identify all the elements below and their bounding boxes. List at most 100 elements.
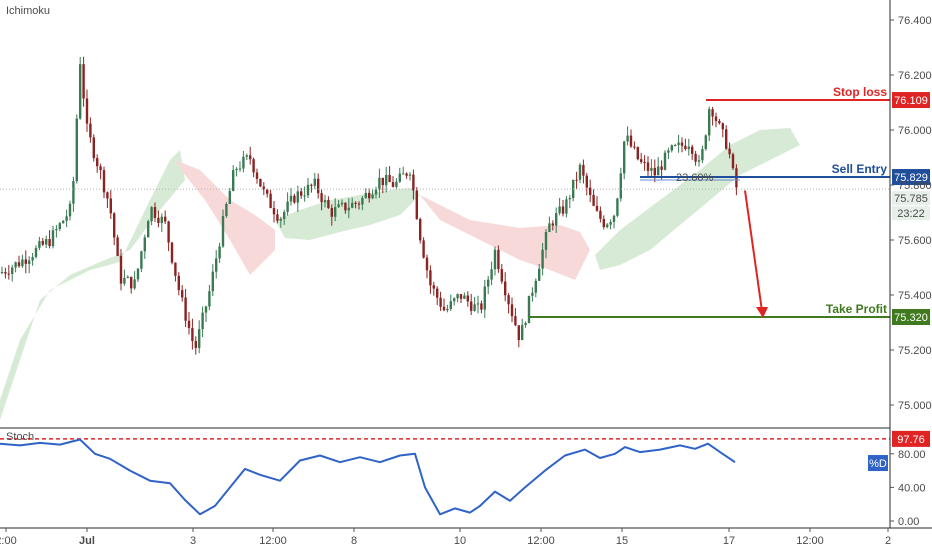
- candle-body: [7, 273, 10, 275]
- candle-body: [340, 202, 344, 205]
- candle-body: [293, 195, 296, 203]
- candle-body: [449, 301, 452, 309]
- candle-body: [31, 257, 34, 261]
- candle-body: [718, 120, 721, 124]
- candle-body: [21, 259, 24, 267]
- stoch-tick-label: 0.00: [898, 516, 919, 528]
- candle-body: [575, 179, 578, 181]
- indicator-title: Ichimoku: [6, 5, 50, 17]
- price-tick-label: 75.400: [898, 290, 932, 302]
- candle-body: [198, 329, 201, 348]
- price-tick-label: 75.800: [898, 180, 932, 192]
- candle-body: [242, 156, 245, 169]
- candle-body: [725, 129, 728, 149]
- candle-body: [708, 109, 711, 136]
- candle-body: [136, 268, 140, 280]
- take-profit-tag: [892, 309, 930, 325]
- price-tick-label: 75.000: [898, 400, 932, 412]
- candle-body: [34, 247, 38, 258]
- candle-body: [534, 280, 537, 293]
- price-tick-label: 75.200: [898, 345, 932, 357]
- candle-body: [371, 194, 374, 199]
- candle-body: [235, 168, 238, 171]
- candle-body: [357, 203, 361, 205]
- candle-body: [476, 303, 480, 305]
- candle-body: [184, 297, 187, 321]
- lower-indicator-title: Stoch: [6, 431, 34, 443]
- candle-body: [510, 304, 514, 317]
- candle-body: [317, 178, 320, 194]
- trade-levels: Stop loss 23.60% Sell Entry Take Profit 76.1…: [0, 85, 930, 325]
- price-tick-label: 75.600: [898, 235, 932, 247]
- candle-body: [514, 316, 517, 326]
- candle-body: [466, 295, 469, 302]
- candle-body: [303, 195, 306, 197]
- candle-body: [296, 191, 299, 203]
- candle-body: [391, 182, 395, 187]
- candle-body: [41, 241, 44, 245]
- candle-body: [599, 210, 602, 219]
- candle-body: [633, 146, 636, 148]
- fib-label: 23.60%: [676, 172, 714, 184]
- sell-entry-tag: [892, 169, 930, 186]
- candle-body: [300, 191, 303, 196]
- candle-body: [463, 295, 466, 299]
- candle-body: [483, 286, 486, 310]
- candle-body: [364, 192, 367, 198]
- candle-body: [497, 249, 500, 270]
- candle-body: [432, 285, 435, 289]
- candle-body: [551, 223, 554, 226]
- candle-body: [517, 325, 520, 341]
- stoch-tick-label: 80.00: [898, 449, 926, 461]
- candle-body: [459, 294, 463, 299]
- candle-body: [289, 195, 293, 202]
- candle-body: [221, 216, 225, 247]
- candle-body: [619, 173, 622, 199]
- candle-body: [650, 167, 653, 171]
- time-tick-label: 2: [885, 535, 891, 547]
- candle-body: [143, 237, 146, 252]
- time-tick-label: 8: [351, 535, 357, 547]
- price-tick-label: 76.000: [898, 125, 932, 137]
- price-tick-label: 76.400: [898, 15, 932, 27]
- candle-body: [527, 295, 531, 324]
- candle-body: [208, 291, 211, 307]
- stop-loss-tag: [892, 92, 930, 109]
- candle-body: [310, 184, 313, 186]
- candle-body: [674, 145, 677, 147]
- candle-body: [374, 189, 378, 195]
- candle-body: [68, 203, 72, 217]
- candle-body: [667, 150, 670, 153]
- candle-body: [14, 262, 17, 268]
- candle-body: [663, 152, 667, 170]
- candle-body: [51, 230, 55, 247]
- candle-body: [96, 158, 99, 167]
- candle-body: [58, 223, 61, 229]
- candle-body: [130, 276, 133, 289]
- candle-body: [694, 153, 697, 162]
- time-axis: 2:00 Jul 3 12:00 8 10 12:00 15 17 12:00 2: [0, 528, 891, 547]
- candle-body: [490, 269, 493, 280]
- candle-body: [79, 64, 82, 119]
- candle-body: [589, 187, 592, 195]
- candle-body: [578, 164, 582, 180]
- stop-loss-label: Stop loss: [833, 85, 887, 99]
- candle-body: [714, 116, 718, 121]
- candle-body: [361, 197, 364, 205]
- candle-body: [116, 237, 119, 256]
- stoch-d-tag: [868, 455, 888, 472]
- candle-body: [646, 162, 650, 171]
- candle-body: [531, 292, 534, 296]
- candle-body: [592, 194, 595, 206]
- stoch-d-tag-label: %D: [869, 458, 887, 470]
- candle-body: [65, 216, 68, 221]
- candle-body: [385, 174, 388, 186]
- candle-body: [211, 271, 214, 292]
- candle-body: [123, 277, 126, 284]
- candle-body: [711, 109, 714, 117]
- candle-body: [368, 192, 371, 199]
- candle-body: [442, 306, 446, 311]
- candle-body: [55, 228, 58, 231]
- candle-body: [238, 168, 242, 170]
- stoch-d-line: [0, 438, 736, 516]
